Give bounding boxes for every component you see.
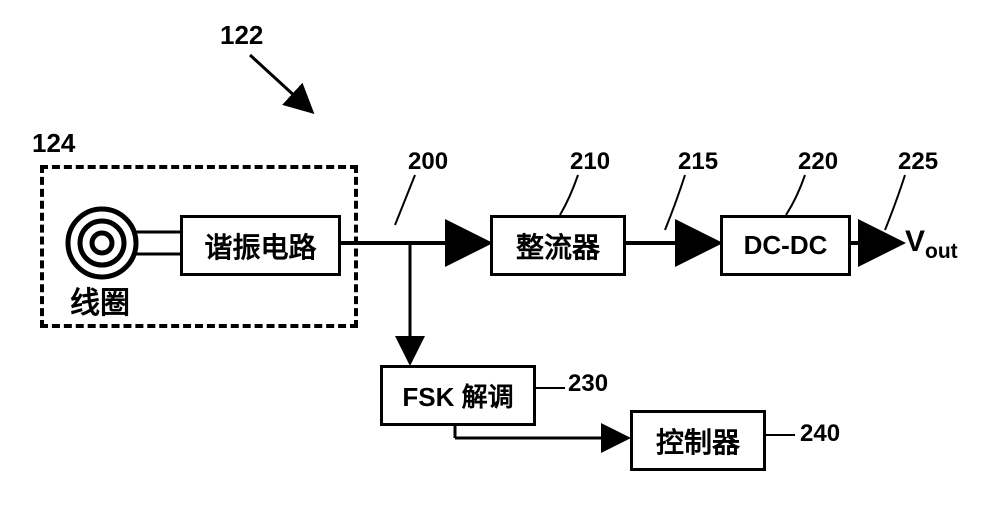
coil-label: 线圈 <box>70 278 130 322</box>
ref-main: 122 <box>220 20 263 51</box>
ref-fsk: 230 <box>568 370 608 398</box>
ref-controller: 240 <box>800 420 840 448</box>
fsk-demod-box: FSK 解调 <box>380 365 536 426</box>
dcdc-box: DC-DC <box>720 215 851 276</box>
rectifier-box: 整流器 <box>490 215 626 276</box>
controller-label: 控制器 <box>656 421 740 461</box>
fsk-label: FSK 解调 <box>402 377 513 414</box>
vout-label: Vout <box>905 225 958 264</box>
resonant-label: 谐振电路 <box>204 226 316 266</box>
ref-resonant: 200 <box>408 148 448 176</box>
controller-box: 控制器 <box>630 410 766 471</box>
ref-vout: 225 <box>898 148 938 176</box>
resonant-circuit-box: 谐振电路 <box>180 215 341 276</box>
ref-dashbox: 124 <box>32 128 75 159</box>
dcdc-label: DC-DC <box>744 230 828 261</box>
rectifier-label: 整流器 <box>516 226 600 266</box>
ref-rect-out: 215 <box>678 148 718 176</box>
ref-rectifier: 210 <box>570 148 610 176</box>
ref-dcdc: 220 <box>798 148 838 176</box>
